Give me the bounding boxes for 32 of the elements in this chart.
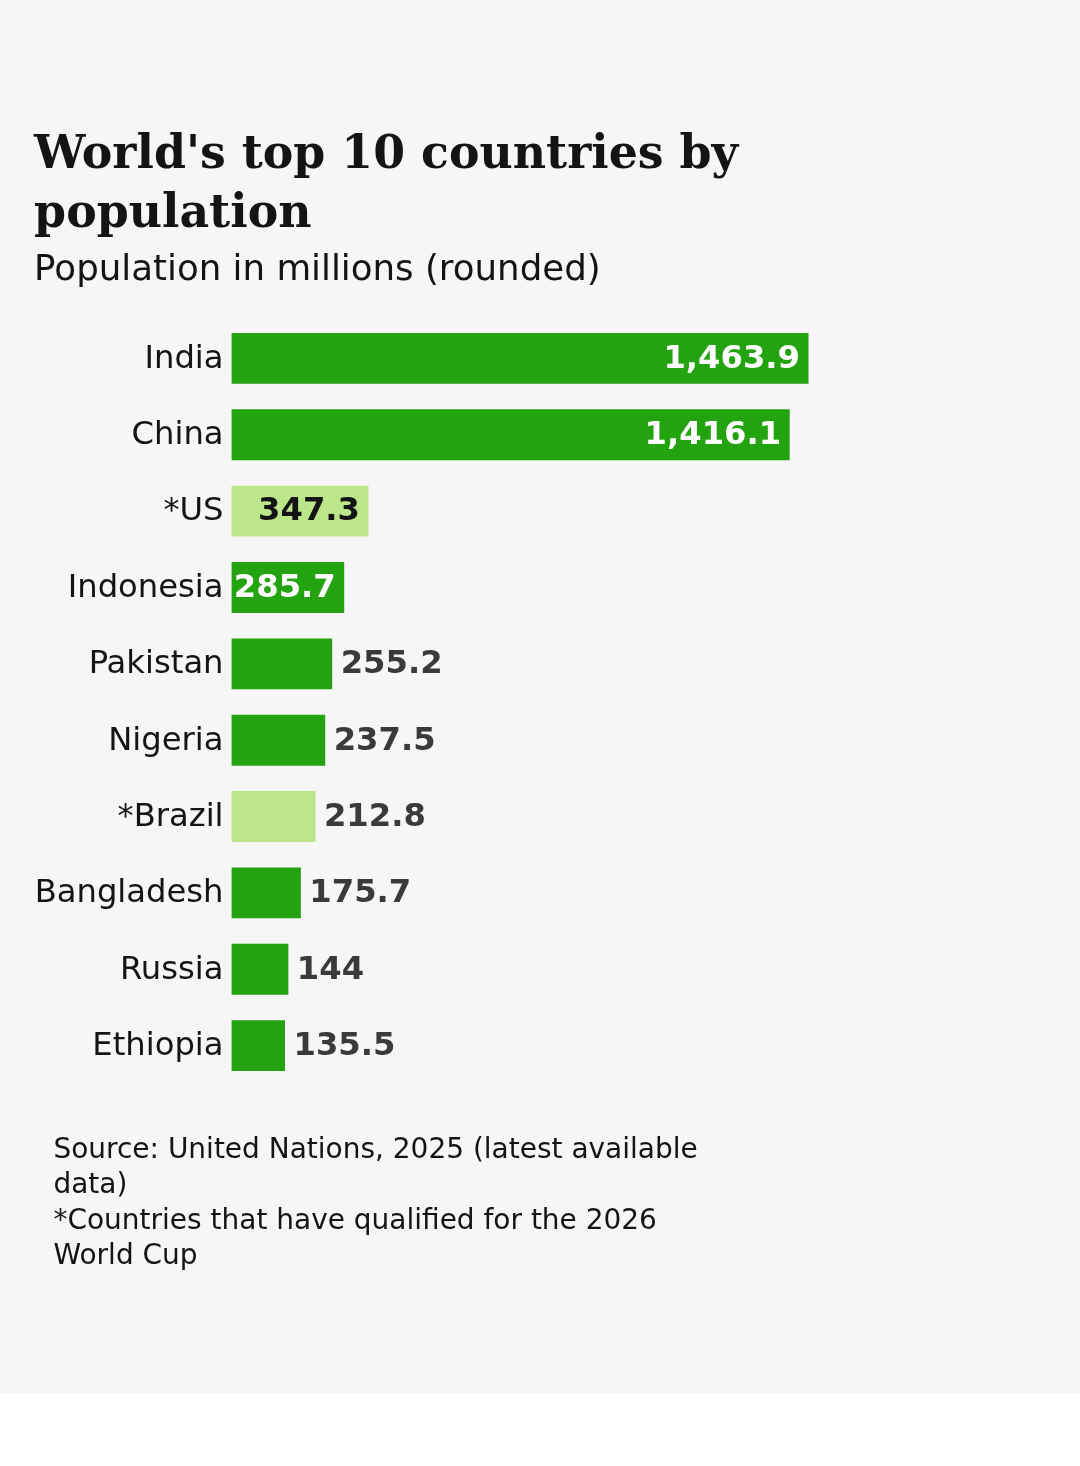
data-label: 175.7: [309, 872, 412, 911]
chart-subtitle: Population in millions (rounded): [34, 246, 601, 288]
y-tick-label: Bangladesh: [34, 872, 224, 911]
y-tick-label: Indonesia: [67, 566, 224, 605]
bar: [231, 791, 316, 842]
bar: [231, 867, 301, 919]
data-label: 144: [296, 948, 365, 987]
chart-title: World's top 10 countries by population: [33, 124, 740, 238]
y-tick-label: Nigeria: [108, 719, 224, 758]
data-label: 1,416.1: [644, 414, 782, 453]
data-label: 237.5: [333, 719, 436, 758]
bar: [231, 638, 333, 690]
bar: [231, 714, 326, 766]
data-label: 212.8: [323, 795, 426, 834]
bar: [231, 409, 790, 461]
source-note: Source: United Nations, 2025 (latest available data): [53, 1131, 698, 1201]
y-tick-label: China: [131, 414, 224, 453]
data-label: 347.3: [258, 490, 360, 529]
data-label: 135.5: [293, 1024, 396, 1063]
bar: [231, 332, 809, 384]
bar: [231, 1020, 286, 1072]
y-tick-label: India: [144, 337, 224, 376]
data-label: 1,463.9: [663, 337, 801, 376]
data-label: 285.7: [233, 566, 336, 605]
y-tick-label: *US: [163, 490, 224, 529]
y-tick-label: Russia: [119, 948, 224, 987]
y-tick-label: Pakistan: [88, 643, 224, 682]
text: *Countries that have qualified for the 2026 World Cup: [53, 1202, 657, 1272]
y-tick-label: *Brazil: [117, 795, 224, 834]
y-tick-label: Ethiopia: [92, 1024, 224, 1063]
bar: [231, 943, 289, 995]
data-label: 255.2: [340, 643, 443, 682]
